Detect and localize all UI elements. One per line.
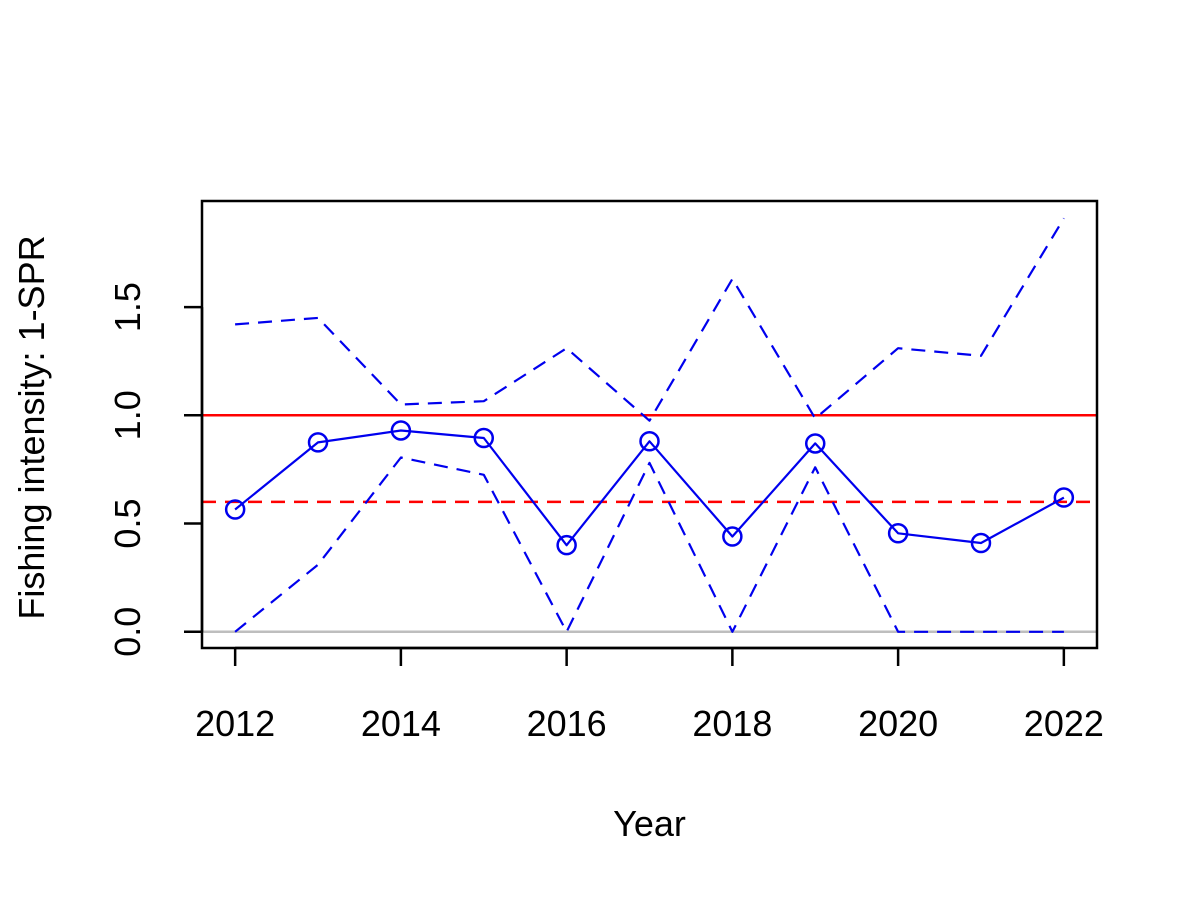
estimate-point-2020: [887, 523, 909, 544]
estimate-point-2014: [390, 420, 412, 441]
estimate-point-2019: [804, 433, 826, 454]
y-axis-title: Fishing intensity: 1-SPR: [11, 235, 52, 619]
estimate-line: [234, 429, 1065, 547]
x-tick-label-2014: 2014: [361, 703, 441, 744]
x-tick-label-2016: 2016: [527, 703, 607, 744]
estimate-point-2017: [639, 431, 660, 452]
estimate-markers: [224, 420, 1075, 556]
estimate-point-2015: [473, 427, 495, 449]
upper-interval-line: [235, 217, 1065, 422]
plot-frame: [200, 199, 1099, 650]
series-layer: [234, 217, 1065, 633]
x-axis-title: Year: [613, 803, 686, 844]
estimate-point-2022: [1053, 487, 1075, 508]
estimate-point-2021: [970, 532, 992, 554]
x-tick-label-2018: 2018: [692, 703, 772, 744]
x-tick-label-2022: 2022: [1024, 703, 1104, 744]
estimate-point-2016: [556, 534, 577, 556]
estimate-point-2012: [224, 499, 246, 520]
estimate-point-2018: [722, 526, 743, 547]
x-tick-label-2020: 2020: [858, 703, 938, 744]
x-tick-label-2012: 2012: [195, 703, 275, 744]
y-tick-label-1: 0.5: [107, 499, 148, 549]
x-axis: 2012 2014 2016 2018 2020 2022: [195, 646, 1104, 744]
estimate-point-2013: [307, 432, 329, 453]
lower-interval-line: [234, 456, 1064, 633]
y-axis: 0.0 0.5 1.0 1.5: [107, 282, 204, 657]
reference-lines: [202, 414, 1097, 634]
y-tick-label-3: 1.5: [107, 282, 148, 332]
y-tick-label-2: 1.0: [107, 390, 148, 440]
y-tick-label-0: 0.0: [107, 607, 148, 657]
